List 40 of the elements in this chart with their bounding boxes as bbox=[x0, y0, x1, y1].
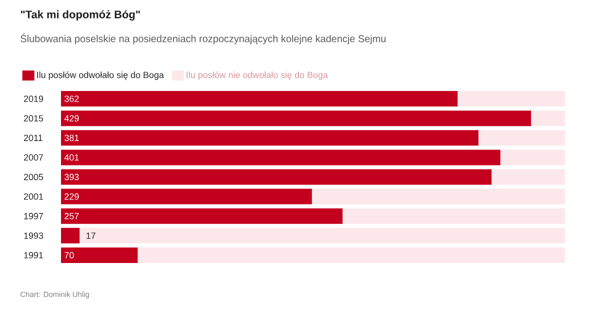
y-tick-label: 1991 bbox=[24, 252, 44, 258]
bar bbox=[458, 91, 565, 107]
y-tick-label: 2011 bbox=[24, 134, 42, 142]
bar bbox=[61, 208, 343, 224]
bar bbox=[531, 110, 565, 126]
bar bbox=[61, 150, 500, 166]
y-tick-label: 2015 bbox=[24, 115, 44, 122]
y-tick-label: 1997 bbox=[24, 212, 44, 220]
bar bbox=[312, 188, 565, 204]
y-tick-label: 2005 bbox=[24, 174, 44, 180]
y-tick-label: 1993 bbox=[24, 232, 44, 239]
bar bbox=[478, 130, 565, 146]
bar bbox=[61, 110, 532, 126]
data-label: 17 bbox=[86, 232, 96, 239]
bar bbox=[61, 247, 138, 263]
legend-label: Ilu posłów nie odwołało się do Boga bbox=[186, 71, 328, 80]
data-label: 362 bbox=[64, 96, 79, 102]
chart-title: "Tak mi dopomóż Bóg" bbox=[20, 10, 140, 21]
bar bbox=[492, 169, 565, 185]
y-tick-label: 2001 bbox=[24, 193, 44, 200]
bar bbox=[80, 228, 565, 244]
bar bbox=[61, 228, 80, 244]
data-label: 393 bbox=[64, 174, 79, 180]
y-tick-label: 2019 bbox=[24, 96, 44, 102]
bar bbox=[61, 188, 312, 204]
data-label: 70 bbox=[64, 252, 74, 258]
y-tick-label: 2007 bbox=[24, 154, 44, 161]
data-label: 401 bbox=[64, 154, 79, 161]
bar bbox=[500, 150, 565, 166]
data-label: 381 bbox=[64, 134, 79, 142]
bar bbox=[61, 130, 478, 146]
bar bbox=[138, 247, 565, 263]
chart-subtitle: Ślubowania poselskie na posiedzeniach rozpoczynających kolejne kadencje Sejmu bbox=[20, 33, 386, 44]
data-label: 257 bbox=[64, 212, 79, 220]
legend-label: Ilu posłów odwołało się do Boga bbox=[37, 71, 164, 80]
bar bbox=[61, 169, 492, 185]
bar bbox=[342, 208, 565, 224]
bar bbox=[61, 91, 458, 107]
data-label: 229 bbox=[64, 193, 79, 200]
data-label: 429 bbox=[64, 115, 79, 122]
